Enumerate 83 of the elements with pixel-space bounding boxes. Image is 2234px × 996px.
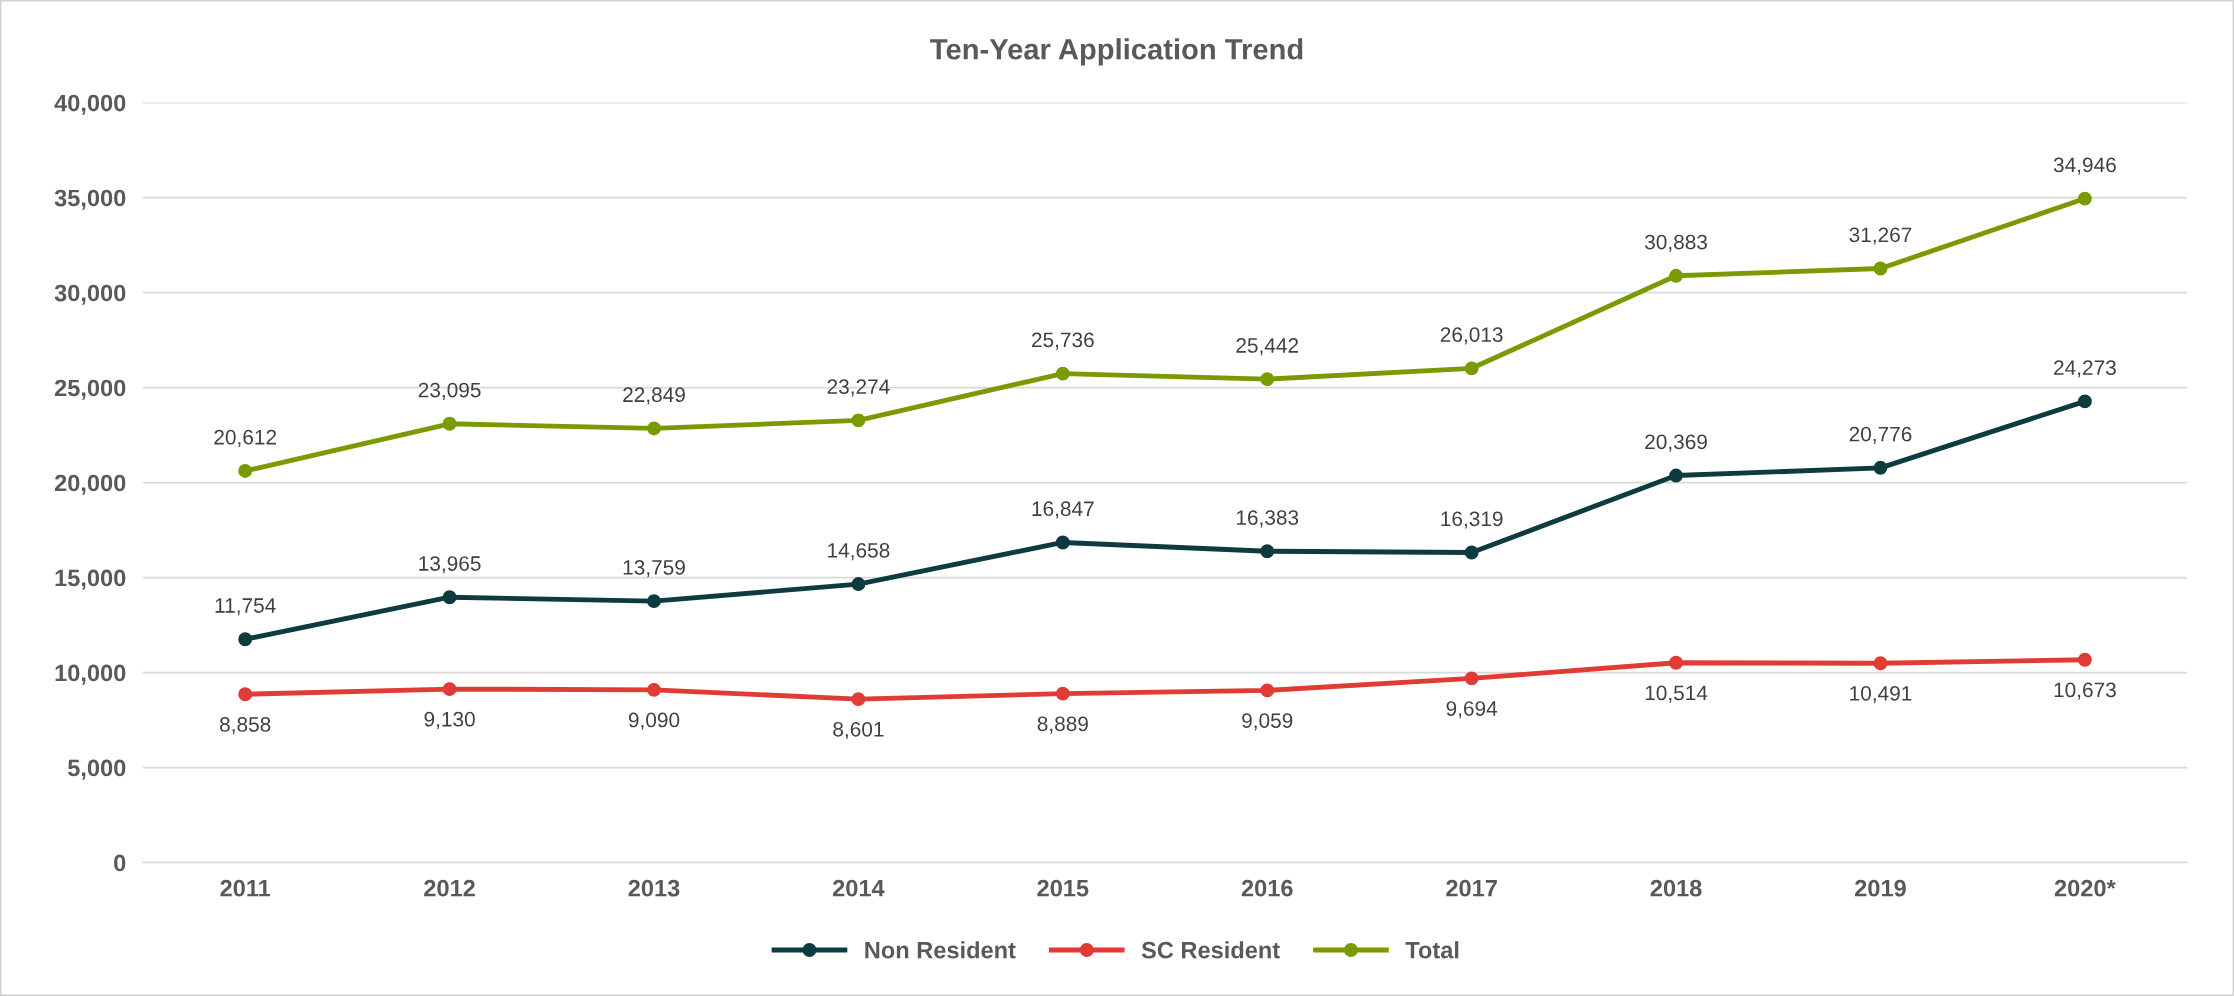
point xyxy=(647,682,661,697)
point xyxy=(1260,372,1275,387)
data-label: 34,946 xyxy=(2053,157,2116,175)
point xyxy=(1464,671,1479,686)
x-tick-label: 2012 xyxy=(424,879,475,897)
data-label: 20,612 xyxy=(214,429,276,448)
data-label: 16,847 xyxy=(1032,501,1094,519)
point xyxy=(1260,683,1275,698)
y-tick-label: 35,000 xyxy=(54,189,126,210)
x-tick-label: 2017 xyxy=(1446,879,1497,897)
x-tick-label: 2019 xyxy=(1855,879,1906,897)
data-label: 8,889 xyxy=(1037,716,1088,734)
chart-title: Ten-Year Application Trend xyxy=(930,38,1303,66)
y-tick-label: 25,000 xyxy=(54,379,126,400)
point xyxy=(851,413,866,428)
point xyxy=(1873,460,1888,475)
data-label: 25,736 xyxy=(1032,332,1094,350)
point xyxy=(851,577,866,591)
point xyxy=(442,682,457,697)
point xyxy=(2077,191,2092,206)
data-label: 9,130 xyxy=(424,711,475,730)
point xyxy=(1669,655,1684,670)
point xyxy=(2077,652,2092,667)
data-label: 9,694 xyxy=(1446,701,1498,719)
x-tick-label: 2013 xyxy=(628,879,680,897)
y-tick-label: 0 xyxy=(114,854,126,872)
point xyxy=(647,421,661,436)
y-tick-label: 5,000 xyxy=(67,759,126,780)
point xyxy=(2077,394,2092,409)
data-label: 30,883 xyxy=(1645,234,1708,252)
legend-label: Total xyxy=(1405,941,1459,959)
data-label: 8,858 xyxy=(220,717,271,735)
data-label: 16,383 xyxy=(1236,510,1299,528)
point xyxy=(1055,535,1070,550)
data-label: 10,673 xyxy=(2054,682,2116,700)
x-tick-label: 2018 xyxy=(1650,879,1702,897)
x-tick-label: 2016 xyxy=(1241,879,1293,897)
point xyxy=(1055,366,1070,381)
data-label: 24,273 xyxy=(2054,360,2116,378)
point xyxy=(1464,545,1479,560)
point xyxy=(1873,261,1888,276)
point xyxy=(442,590,457,605)
point xyxy=(1260,544,1275,559)
point xyxy=(1669,268,1684,283)
x-tick-label: 2015 xyxy=(1037,879,1089,897)
data-label: 13,965 xyxy=(419,556,481,574)
data-label: 22,849 xyxy=(623,387,685,405)
data-label: 20,776 xyxy=(1849,426,1912,444)
data-label: 25,442 xyxy=(1236,338,1299,356)
y-tick-label: 10,000 xyxy=(55,664,126,685)
point xyxy=(1669,468,1684,483)
data-label: 23,274 xyxy=(827,379,890,397)
data-label: 10,514 xyxy=(1645,685,1708,703)
y-tick-label: 30,000 xyxy=(54,284,126,305)
data-label: 9,090 xyxy=(628,712,680,730)
data-label: 10,491 xyxy=(1850,685,1912,704)
data-label: 23,095 xyxy=(418,382,481,400)
legend-label: Non Resident xyxy=(865,941,1016,959)
data-label: 8,601 xyxy=(833,721,884,740)
data-label: 11,754 xyxy=(215,598,276,616)
point xyxy=(647,594,661,609)
point xyxy=(1055,686,1070,701)
data-label: 13,759 xyxy=(623,560,685,578)
x-tick-label: 2011 xyxy=(220,879,271,897)
point xyxy=(1464,361,1479,376)
point xyxy=(238,632,253,647)
x-tick-label: 2014 xyxy=(832,879,885,897)
data-label: 16,319 xyxy=(1441,511,1503,529)
data-label: 20,369 xyxy=(1645,434,1707,452)
point xyxy=(442,416,457,431)
data-label: 14,658 xyxy=(828,542,890,561)
y-tick-label: 40,000 xyxy=(54,94,126,115)
y-tick-label: 15,000 xyxy=(55,569,126,590)
point xyxy=(1873,656,1888,671)
x-tick-label: 2020* xyxy=(2054,879,2116,897)
point xyxy=(238,687,253,702)
legend-label: SC Resident xyxy=(1141,941,1280,959)
data-label: 31,267 xyxy=(1849,227,1912,245)
data-label: 26,013 xyxy=(1440,327,1503,345)
point xyxy=(851,692,866,707)
point xyxy=(238,463,253,478)
y-tick-label: 20,000 xyxy=(54,474,126,495)
data-label: 9,059 xyxy=(1242,713,1293,731)
